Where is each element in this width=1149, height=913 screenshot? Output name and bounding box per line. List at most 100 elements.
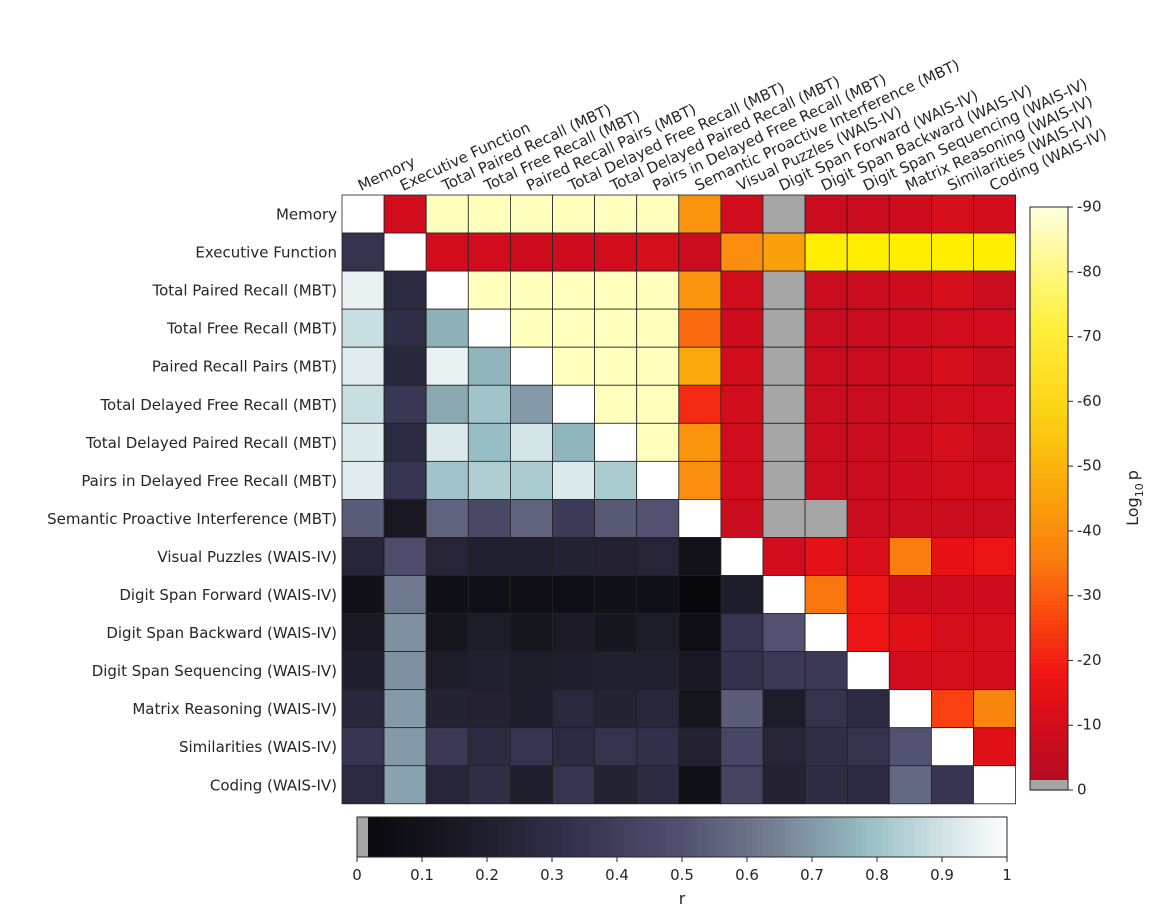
colorbar-r-segment	[470, 817, 477, 857]
p-cell-6-9	[720, 422, 764, 462]
colorbar-r-segment	[589, 817, 596, 857]
p-cell-5-7	[636, 384, 680, 424]
colorbar-p-segment	[1030, 479, 1068, 485]
colorbar-p-segment	[1030, 449, 1068, 456]
r-cell-15-14	[931, 765, 974, 805]
diagonal-cell-15-15	[973, 765, 1016, 805]
colorbar-p-segment	[1030, 765, 1068, 772]
r-cell-15-13	[888, 765, 932, 805]
colorbar-r-segment	[449, 817, 456, 857]
colorbar-r-segment	[649, 817, 656, 857]
colorbar-p-segment	[1030, 498, 1068, 504]
colorbar-r-segment	[584, 817, 591, 857]
p-cell-3-9	[720, 308, 764, 348]
colorbar-p-segment	[1030, 513, 1068, 519]
p-cell-12-13	[888, 651, 932, 691]
r-cell-12-1	[383, 651, 427, 691]
p-cell-4-10	[762, 346, 806, 386]
colorbar-p-segment	[1030, 610, 1068, 616]
r-cell-9-6	[594, 537, 638, 576]
p-cell-3-15	[973, 308, 1016, 348]
r-cell-11-7	[636, 613, 680, 652]
colorbar-r-segment	[855, 817, 862, 857]
colorbar-p-segment	[1030, 445, 1068, 451]
colorbar-p-segment	[1030, 299, 1068, 305]
colorbar-p-segment	[1030, 547, 1068, 553]
colorbar-p-tick-label: 0	[1077, 781, 1087, 799]
row-label: Visual Puzzles (WAIS-IV)	[157, 548, 337, 566]
r-cell-12-5	[552, 651, 595, 691]
colorbar-r-segment	[524, 817, 531, 857]
colorbar-p-segment	[1030, 615, 1068, 621]
colorbar-r-segment	[687, 817, 694, 857]
colorbar-r-segment	[698, 817, 705, 857]
p-cell-2-14	[931, 270, 974, 310]
colorbar-r-segment	[996, 817, 1003, 857]
colorbar-p-segment	[1030, 702, 1068, 709]
colorbar-p-segment	[1030, 751, 1068, 757]
colorbar-r-segment	[481, 817, 488, 857]
p-cell-6-11	[804, 422, 848, 462]
r-cell-13-6	[594, 689, 638, 729]
colorbar-r-segment	[709, 817, 716, 857]
p-cell-1-10	[762, 232, 806, 272]
colorbar-r-segment	[535, 817, 542, 857]
p-cell-10-12	[846, 575, 890, 614]
r-cell-15-7	[636, 765, 680, 805]
r-cell-8-0	[341, 498, 385, 538]
colorbar-p-segment	[1030, 294, 1068, 300]
colorbar-r-segment	[519, 817, 526, 857]
r-cell-11-2	[425, 613, 469, 652]
r-cell-6-1	[383, 422, 427, 462]
p-cell-0-6	[594, 194, 638, 234]
r-cell-9-4	[509, 537, 553, 576]
r-cell-15-1	[383, 765, 427, 805]
colorbar-r-segment	[806, 817, 813, 857]
colorbar-log10p: -90 -80 -70 -60 -50 -40 -30 -20 -10 0 Log10p	[1029, 198, 1146, 799]
p-cell-3-12	[846, 308, 890, 348]
r-cell-14-0	[341, 727, 385, 767]
r-cell-10-8	[678, 575, 722, 614]
colorbar-p-segment	[1030, 488, 1068, 495]
colorbar-p-ns-segment	[1030, 780, 1068, 790]
colorbar-p-segment	[1030, 279, 1068, 286]
r-cell-10-2	[425, 575, 469, 614]
colorbar-p-segment	[1030, 585, 1068, 592]
r-cell-4-0	[341, 346, 385, 386]
r-cell-7-4	[509, 460, 553, 500]
colorbar-r: 0 0.1 0.2 0.3 0.4 0.5 0.6 0.7 0.8 0.9 1 r	[352, 816, 1012, 908]
p-cell-6-7	[636, 422, 680, 462]
colorbar-r-segment	[860, 817, 867, 857]
colorbar-r-segment	[459, 817, 466, 857]
colorbar-r-segment	[942, 817, 949, 857]
colorbar-r-segment	[660, 817, 667, 857]
p-cell-8-15	[973, 498, 1016, 538]
r-cell-14-13	[888, 727, 932, 767]
r-cell-9-5	[552, 537, 595, 576]
colorbar-p-segment	[1030, 644, 1068, 650]
p-cell-2-10	[762, 270, 806, 310]
p-cell-3-4	[509, 308, 553, 348]
r-cell-11-10	[762, 613, 806, 652]
colorbar-r-segment	[898, 817, 905, 857]
r-cell-12-7	[636, 651, 680, 691]
r-cell-6-0	[341, 422, 385, 462]
r-cell-2-1	[383, 270, 427, 310]
colorbar-r-segment	[438, 817, 445, 857]
r-cell-11-1	[383, 613, 427, 652]
colorbar-r-segment	[671, 817, 678, 857]
colorbar-r-segment	[573, 817, 580, 857]
r-cell-13-0	[341, 689, 385, 729]
colorbar-r-segment	[725, 817, 732, 857]
colorbar-p-segment	[1030, 717, 1068, 723]
colorbar-r-segment	[427, 817, 434, 857]
colorbar-p-segment	[1030, 537, 1068, 543]
r-cell-14-11	[804, 727, 848, 767]
r-cell-9-3	[467, 537, 511, 576]
colorbar-r-segment	[871, 817, 878, 857]
colorbar-p-segment	[1030, 542, 1068, 548]
colorbar-p-segment	[1030, 770, 1068, 777]
r-cell-11-4	[509, 613, 553, 652]
colorbar-p-tick-label: -60	[1077, 392, 1102, 410]
p-cell-8-9	[720, 498, 764, 538]
